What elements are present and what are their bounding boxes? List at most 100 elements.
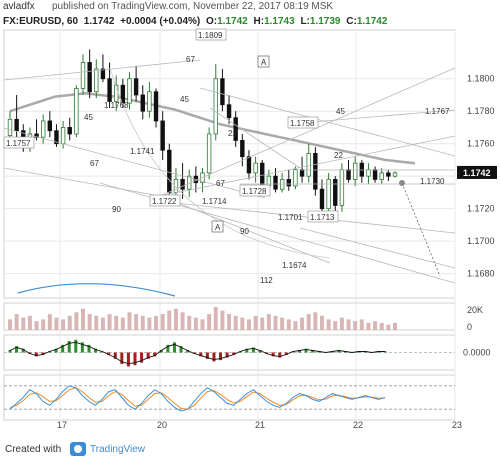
tradingview-logo-icon[interactable] [70, 442, 86, 456]
volume-bar [54, 317, 59, 330]
volume-bar [107, 314, 112, 330]
macd-bar [258, 349, 262, 353]
candle-body [273, 175, 278, 190]
volume-bar [41, 319, 46, 330]
candle-body [133, 78, 139, 96]
volume-bar [193, 317, 198, 330]
volume-bar [353, 321, 358, 330]
low-label: L: [300, 16, 310, 27]
author-name[interactable]: avladfx [3, 1, 35, 12]
macd-bar [146, 352, 150, 359]
panel-border [3, 374, 456, 421]
macd-bar [232, 352, 236, 356]
stoch-signal-line [9, 387, 386, 410]
price-label: 1.1701 [278, 213, 303, 222]
open-label: O: [206, 16, 218, 27]
volume-bar [359, 319, 364, 330]
candle-body [160, 120, 165, 151]
fan-angle-label: 90 [112, 205, 121, 214]
candle-body [87, 62, 92, 93]
low-value: 1.1739 [309, 16, 341, 27]
created-with: Created with [5, 444, 62, 455]
volume-bar [240, 317, 245, 330]
macd-bar [166, 344, 170, 353]
macd-bar [120, 352, 124, 364]
macd-bar [74, 339, 78, 353]
volume-bar [21, 317, 26, 330]
candle-body [379, 172, 384, 180]
volume-bar [94, 315, 99, 330]
candle-body [299, 169, 305, 177]
macd-bar [311, 349, 315, 353]
marker-label: A [215, 223, 221, 232]
candle-body [286, 179, 291, 187]
price-tick-label: 1.1720 [467, 204, 495, 214]
volume-bar [306, 314, 311, 330]
volume-bar [393, 322, 397, 330]
trend-line [159, 135, 456, 197]
time-tick-label: 20 [157, 420, 167, 430]
volume-bar [220, 310, 225, 330]
candle-body [153, 91, 159, 122]
close-label: C: [346, 16, 357, 27]
trend-drawings[interactable] [3, 59, 456, 284]
volume-bar [200, 319, 205, 330]
trend-line [299, 109, 456, 124]
symbol-bar: FX:EURUSD, 60 1.1742 +0.0004 (+0.04%) O:… [3, 16, 387, 27]
time-axis[interactable]: 17 20 21 22 23 [57, 420, 462, 430]
candle-body [167, 149, 172, 193]
high-label: H: [253, 16, 265, 27]
volume-bar [280, 317, 285, 330]
macd-bar [225, 352, 229, 358]
price-label: 1.1757 [6, 139, 31, 148]
volume-bar [167, 310, 172, 330]
candle-body [80, 62, 86, 89]
fan-angle-label: 45 [180, 95, 189, 104]
candles [7, 49, 398, 221]
fan-angle-label: 112 [260, 276, 273, 285]
trend-line [199, 87, 456, 157]
price-tick-label: 1.1700 [467, 236, 495, 246]
price-axis[interactable]: 1.18001.17801.17601.17401.17201.17001.16… [457, 74, 497, 358]
trend-line [3, 59, 201, 81]
publish-header: avladfx published on TradingView.com, No… [0, 0, 500, 14]
macd-bar [140, 352, 144, 363]
macd-bar [61, 344, 65, 353]
time-tick-label: 22 [353, 420, 363, 430]
volume-bar [346, 319, 351, 330]
chart-canvas[interactable]: 1.1757 1.1768 1.1741 1.1722 1.1714 1.1809 1.17… [0, 28, 500, 440]
fan-angle-label: 45 [84, 113, 93, 122]
symbol-name[interactable]: FX:EURUSD, 60 [3, 16, 79, 27]
candle-body [333, 179, 338, 206]
volume-tick-label: 20K [467, 305, 483, 315]
volume-bar [147, 317, 152, 330]
macd-bar [219, 352, 223, 361]
macd-bar [133, 352, 137, 366]
candle-body [246, 156, 252, 174]
candle-body [107, 78, 112, 102]
candle-body [60, 127, 66, 145]
high-value: 1.1743 [264, 16, 295, 27]
volume-bar [207, 314, 212, 330]
fan-angle-label: 90 [240, 227, 249, 236]
last-price-tag [457, 165, 497, 179]
volume-bar [246, 319, 251, 330]
price-tick-label: 1.1780 [467, 106, 495, 116]
candle-body [127, 78, 132, 104]
macd-bar [186, 349, 190, 353]
stochastic-panel [4, 385, 455, 412]
volume-bar [233, 315, 238, 330]
price-label-box [3, 136, 35, 149]
volume-bar [266, 314, 271, 330]
close-value: 1.1742 [356, 16, 388, 27]
price-label: 1.1674 [282, 261, 307, 270]
tradingview-link[interactable]: TradingView [90, 444, 146, 455]
volume-bar [213, 307, 218, 330]
volume-bar [47, 314, 52, 330]
trend-line [3, 127, 266, 199]
candle-body [180, 179, 185, 190]
candle-body [213, 78, 218, 135]
volume-bar [339, 317, 344, 330]
macd-tick-label: 0.0000 [463, 348, 491, 358]
volume-bar [34, 321, 39, 330]
